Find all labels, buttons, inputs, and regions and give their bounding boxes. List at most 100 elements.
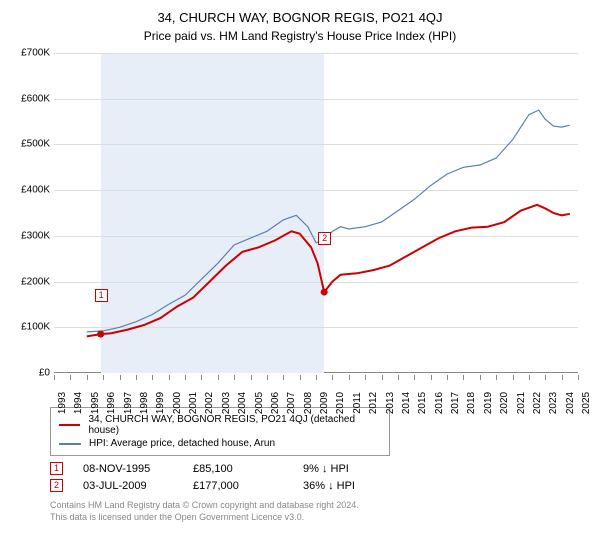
x-tick-label: 2000 xyxy=(172,392,183,414)
x-tick-label: 2014 xyxy=(401,392,412,414)
x-tick-label: 2016 xyxy=(434,392,445,414)
y-tick-label: £400K xyxy=(21,185,50,196)
x-tick-label: 2006 xyxy=(270,392,281,414)
y-axis: £0£100K£200K£300K£400K£500K£600K£700K xyxy=(10,53,54,373)
x-tick xyxy=(103,375,104,380)
x-axis: 1993199419951996199719981999200020012002… xyxy=(54,375,578,405)
x-tick xyxy=(382,375,383,380)
legend-swatch xyxy=(59,424,80,426)
x-tick-label: 2017 xyxy=(450,392,461,414)
row-pct: 36% ↓ HPI xyxy=(303,480,393,492)
x-tick-label: 2005 xyxy=(254,392,265,414)
x-tick-label: 2011 xyxy=(352,392,363,414)
x-tick xyxy=(87,375,88,380)
x-tick-label: 2001 xyxy=(188,392,199,414)
x-tick xyxy=(267,375,268,380)
plot-area: 12 xyxy=(54,53,578,373)
row-date: 03-JUL-2009 xyxy=(83,480,173,492)
x-tick-label: 2003 xyxy=(221,392,232,414)
x-tick-label: 1995 xyxy=(90,392,101,414)
legend-label: HPI: Average price, detached house, Arun xyxy=(89,438,275,449)
sale-point xyxy=(97,331,104,338)
x-tick xyxy=(152,375,153,380)
x-tick-label: 2013 xyxy=(385,392,396,414)
x-tick xyxy=(562,375,563,380)
data-row: 1 08-NOV-1995 £85,100 9% ↓ HPI xyxy=(50,462,590,475)
x-tick xyxy=(398,375,399,380)
x-tick-label: 2020 xyxy=(499,392,510,414)
x-tick-label: 2019 xyxy=(483,392,494,414)
x-tick xyxy=(332,375,333,380)
row-price: £85,100 xyxy=(193,463,283,475)
chart: £0£100K£200K£300K£400K£500K£600K£700K 12… xyxy=(10,53,582,403)
x-tick-label: 2022 xyxy=(532,392,543,414)
x-tick-label: 2007 xyxy=(286,392,297,414)
x-tick-label: 2010 xyxy=(335,392,346,414)
row-pct: 9% ↓ HPI xyxy=(303,463,393,475)
row-marker: 1 xyxy=(50,462,63,475)
x-tick xyxy=(316,375,317,380)
legend-item: 34, CHURCH WAY, BOGNOR REGIS, PO21 4QJ (… xyxy=(59,414,381,436)
x-tick xyxy=(136,375,137,380)
x-tick xyxy=(480,375,481,380)
x-tick xyxy=(201,375,202,380)
x-tick xyxy=(496,375,497,380)
x-tick-label: 2009 xyxy=(319,392,330,414)
x-tick-label: 2012 xyxy=(368,392,379,414)
x-tick xyxy=(120,375,121,380)
page-title: 34, CHURCH WAY, BOGNOR REGIS, PO21 4QJ xyxy=(10,10,590,25)
x-tick-label: 2008 xyxy=(303,392,314,414)
row-date: 08-NOV-1995 xyxy=(83,463,173,475)
x-tick-label: 2023 xyxy=(548,392,559,414)
x-tick xyxy=(218,375,219,380)
x-tick xyxy=(545,375,546,380)
x-tick-label: 1999 xyxy=(155,392,166,414)
x-tick xyxy=(349,375,350,380)
x-tick xyxy=(283,375,284,380)
y-tick-label: £300K xyxy=(21,230,50,241)
x-tick-label: 2002 xyxy=(204,392,215,414)
chart-lines xyxy=(54,53,578,373)
x-tick-label: 1996 xyxy=(106,392,117,414)
legend-label: 34, CHURCH WAY, BOGNOR REGIS, PO21 4QJ (… xyxy=(88,414,381,436)
x-tick xyxy=(251,375,252,380)
sale-point xyxy=(321,289,328,296)
x-tick xyxy=(70,375,71,380)
y-tick-label: £600K xyxy=(21,93,50,104)
series-property xyxy=(87,205,570,337)
x-tick xyxy=(365,375,366,380)
x-tick-label: 2021 xyxy=(516,392,527,414)
chart-marker-2: 2 xyxy=(318,232,331,245)
x-tick xyxy=(447,375,448,380)
x-tick xyxy=(431,375,432,380)
x-tick xyxy=(513,375,514,380)
x-tick xyxy=(529,375,530,380)
x-tick-label: 1993 xyxy=(57,392,68,414)
y-tick-label: £700K xyxy=(21,48,50,59)
data-table: 1 08-NOV-1995 £85,100 9% ↓ HPI 203-JUL-2009£… xyxy=(50,462,590,492)
footer-line2: This data is licensed under the Open Gov… xyxy=(50,512,590,524)
x-tick-label: 2018 xyxy=(466,392,477,414)
x-tick-label: 1998 xyxy=(139,392,150,414)
x-tick-label: 1997 xyxy=(123,392,134,414)
x-tick xyxy=(54,375,55,380)
x-tick-label: 2015 xyxy=(417,392,428,414)
y-tick-label: £200K xyxy=(21,276,50,287)
legend-item: HPI: Average price, detached house, Arun xyxy=(59,438,381,449)
data-row: 203-JUL-2009£177,00036% ↓ HPI xyxy=(50,479,590,492)
x-tick-label: 2025 xyxy=(581,392,592,414)
legend: 34, CHURCH WAY, BOGNOR REGIS, PO21 4QJ (… xyxy=(50,407,390,456)
x-tick-label: 2004 xyxy=(237,392,248,414)
chart-marker-1: 1 xyxy=(95,289,108,302)
x-tick xyxy=(463,375,464,380)
y-tick-label: £100K xyxy=(21,322,50,333)
x-tick xyxy=(578,375,579,380)
legend-swatch xyxy=(59,443,81,445)
footer: Contains HM Land Registry data © Crown c… xyxy=(50,500,590,523)
x-tick xyxy=(234,375,235,380)
x-tick xyxy=(300,375,301,380)
page-subtitle: Price paid vs. HM Land Registry's House … xyxy=(10,29,590,43)
footer-line1: Contains HM Land Registry data © Crown c… xyxy=(50,500,590,512)
series-hpi xyxy=(87,110,570,332)
x-tick xyxy=(169,375,170,380)
